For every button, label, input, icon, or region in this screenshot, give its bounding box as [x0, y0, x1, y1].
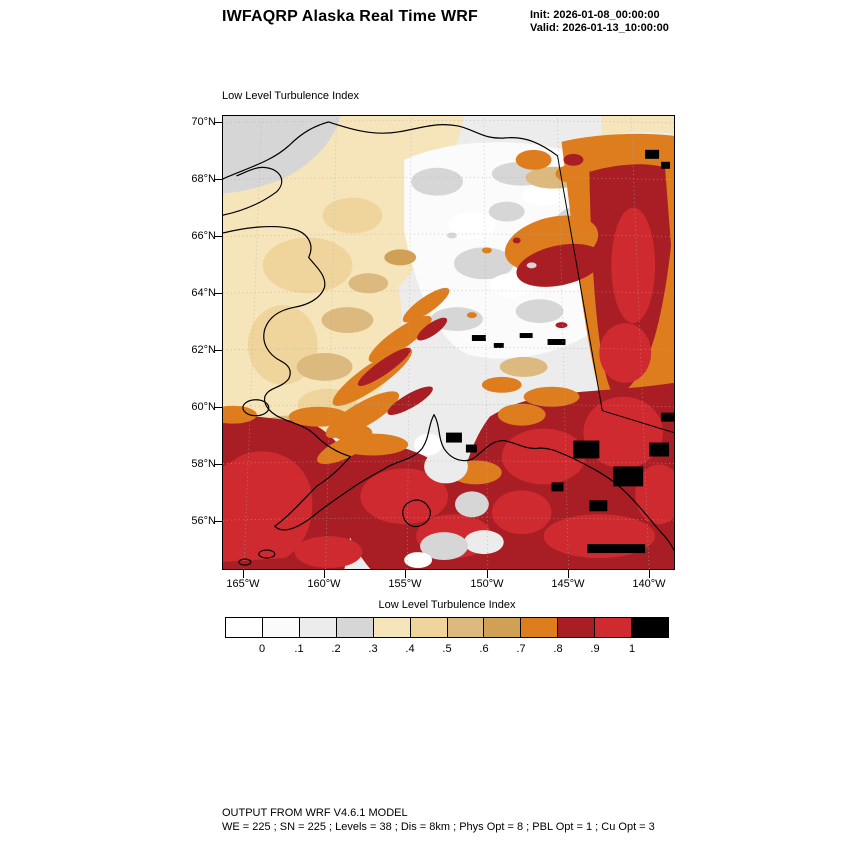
- footer-line-1: OUTPUT FROM WRF V4.6.1 MODEL: [222, 807, 408, 819]
- init-time: Init: 2026-01-08_00:00:00: [530, 9, 660, 21]
- y-axis-label: 60°N: [191, 401, 216, 413]
- colorbar-tick-label: .9: [590, 643, 600, 655]
- colorbar-swatch: [594, 617, 633, 638]
- y-axis-label: 64°N: [191, 287, 216, 299]
- x-axis-tick: [324, 570, 325, 578]
- valid-time: Valid: 2026-01-13_10:00:00: [530, 22, 669, 34]
- colorbar-swatch: [446, 617, 485, 638]
- y-axis-tick: [214, 350, 222, 351]
- x-axis-label: 145°W: [551, 578, 585, 590]
- page-title: IWFAQRP Alaska Real Time WRF: [221, 8, 479, 25]
- x-axis-tick: [649, 570, 650, 578]
- y-axis-label: 70°N: [191, 116, 216, 128]
- model-times: Init: 2026-01-08_00:00:00 Valid: 2026-01…: [530, 9, 669, 35]
- model-footer: OUTPUT FROM WRF V4.6.1 MODEL WE = 225 ; …: [222, 806, 655, 834]
- x-axis-label: 165°W: [226, 578, 260, 590]
- colorbar-swatch: [298, 617, 337, 638]
- y-axis-tick: [214, 179, 222, 180]
- x-axis-tick: [243, 570, 244, 578]
- x-axis-label: 150°W: [470, 578, 504, 590]
- colorbar-swatch: [483, 617, 522, 638]
- y-axis-label: 62°N: [191, 344, 216, 356]
- y-axis-label: 58°N: [191, 458, 216, 470]
- colorbar-swatch: [335, 617, 374, 638]
- x-axis-label: 160°W: [307, 578, 341, 590]
- x-axis-tick: [568, 570, 569, 578]
- colorbar-tick-label: .2: [331, 643, 341, 655]
- x-axis-label: 155°W: [388, 578, 422, 590]
- y-axis-label: 68°N: [191, 173, 216, 185]
- colorbar-swatch: [557, 617, 596, 638]
- map-field-title: Low Level Turbulence Index: [222, 90, 359, 102]
- x-axis-label: 140°W: [632, 578, 666, 590]
- y-axis-tick: [214, 293, 222, 294]
- colorbar-tick-label: .7: [516, 643, 526, 655]
- colorbar-swatch: [261, 617, 300, 638]
- x-axis-tick: [405, 570, 406, 578]
- y-axis-tick: [214, 521, 222, 522]
- colorbar-swatch: [372, 617, 411, 638]
- x-axis-tick: [487, 570, 488, 578]
- colorbar-tick-label: 0: [258, 643, 266, 655]
- y-axis-tick: [214, 407, 222, 408]
- y-axis-label: 66°N: [191, 230, 216, 242]
- colorbar-tick-label: .4: [405, 643, 415, 655]
- political-borders: [557, 155, 674, 434]
- colorbar-tick-label: .8: [553, 643, 563, 655]
- colorbar-swatch: [409, 617, 448, 638]
- coastlines: [223, 121, 674, 566]
- footer-line-2: WE = 225 ; SN = 225 ; Levels = 38 ; Dis …: [222, 821, 655, 833]
- turbulence-map: [222, 115, 675, 570]
- colorbar-title: Low Level Turbulence Index: [378, 599, 516, 611]
- colorbar-tick-label: .5: [442, 643, 452, 655]
- colorbar-tick-label: 1: [628, 643, 636, 655]
- map-canvas: [223, 116, 674, 569]
- colorbar: [225, 617, 670, 638]
- y-axis-label: 56°N: [191, 515, 216, 527]
- contour-fills: [223, 116, 674, 569]
- colorbar-tick-label: .3: [368, 643, 378, 655]
- colorbar-swatch: [225, 617, 263, 638]
- colorbar-tick-label: .6: [479, 643, 489, 655]
- colorbar-tick-label: .1: [294, 643, 304, 655]
- colorbar-swatch: [631, 617, 670, 638]
- y-axis-tick: [214, 236, 222, 237]
- y-axis-tick: [214, 122, 222, 123]
- colorbar-swatch: [520, 617, 559, 638]
- y-axis-tick: [214, 464, 222, 465]
